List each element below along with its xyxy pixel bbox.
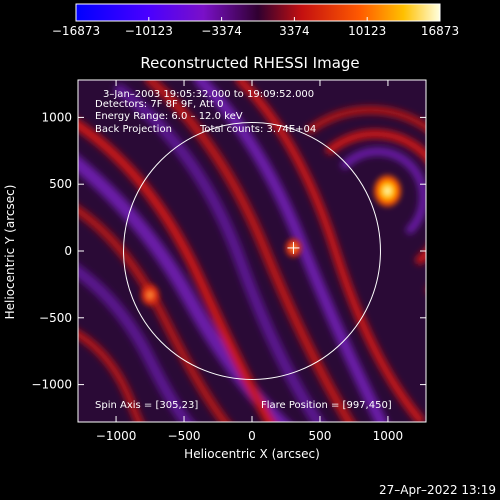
x-tick-label: 0 [248,429,256,443]
x-tick-label: −500 [168,429,201,443]
flare-source [138,282,162,309]
y-tick-label: 500 [49,177,72,191]
y-tick-label: −500 [39,311,72,325]
colorbar-tick-label: −16873 [52,24,100,38]
x-axis-ticks: −1000 −500 0 500 1000 [96,80,403,443]
colorbar-tick-label: −10123 [125,24,173,38]
total-counts-label: Total counts: 3.74E+04 [199,124,316,135]
y-axis-ticks: −1000 −500 0 500 1000 [31,110,426,392]
y-axis-label: Heliocentric Y (arcsec) [3,185,17,320]
colorbar-tick-label: 16873 [421,24,459,38]
y-tick-label: −1000 [31,378,72,392]
flare-position-label: Flare Position = [997,450] [261,400,392,411]
chart-title: Reconstructed RHESSI Image [140,54,359,72]
render-timestamp: 27–Apr–2022 13:19 [379,483,496,497]
time-range-label: 3–Jan–2003 19:05:32.000 to 19:09:52.000 [103,89,314,100]
colorbar-ticks: −16873 −10123 −3374 3374 10123 16873 [52,17,459,38]
x-axis-label: Heliocentric X (arcsec) [184,447,320,461]
x-tick-label: −1000 [96,429,137,443]
y-tick-label: 0 [64,244,72,258]
solar-limb-group [123,122,381,380]
y-tick-label: 1000 [41,110,72,124]
colorbar-tick-label: −3374 [201,24,242,38]
spin-axis-label: Spin Axis = [305,23] [95,400,198,411]
detectors-label: Detectors: 7F 8F 9F, Att 0 [95,99,223,110]
x-tick-label: 500 [309,429,332,443]
energy-range-label: Energy Range: 6.0 – 12.0 keV [95,111,243,122]
x-tick-label: 1000 [373,429,404,443]
colorbar [75,3,441,22]
method-label: Back Projection [95,124,172,135]
flare-source [371,172,404,210]
disk-center-marker [287,241,300,254]
colorbar-tick-label: 10123 [348,24,386,38]
solar-limb [123,122,381,380]
image-panel: −1000 −500 0 500 1000 −1000 −500 0 500 1000 [31,79,427,443]
colorbar-tick-label: 3374 [279,24,310,38]
